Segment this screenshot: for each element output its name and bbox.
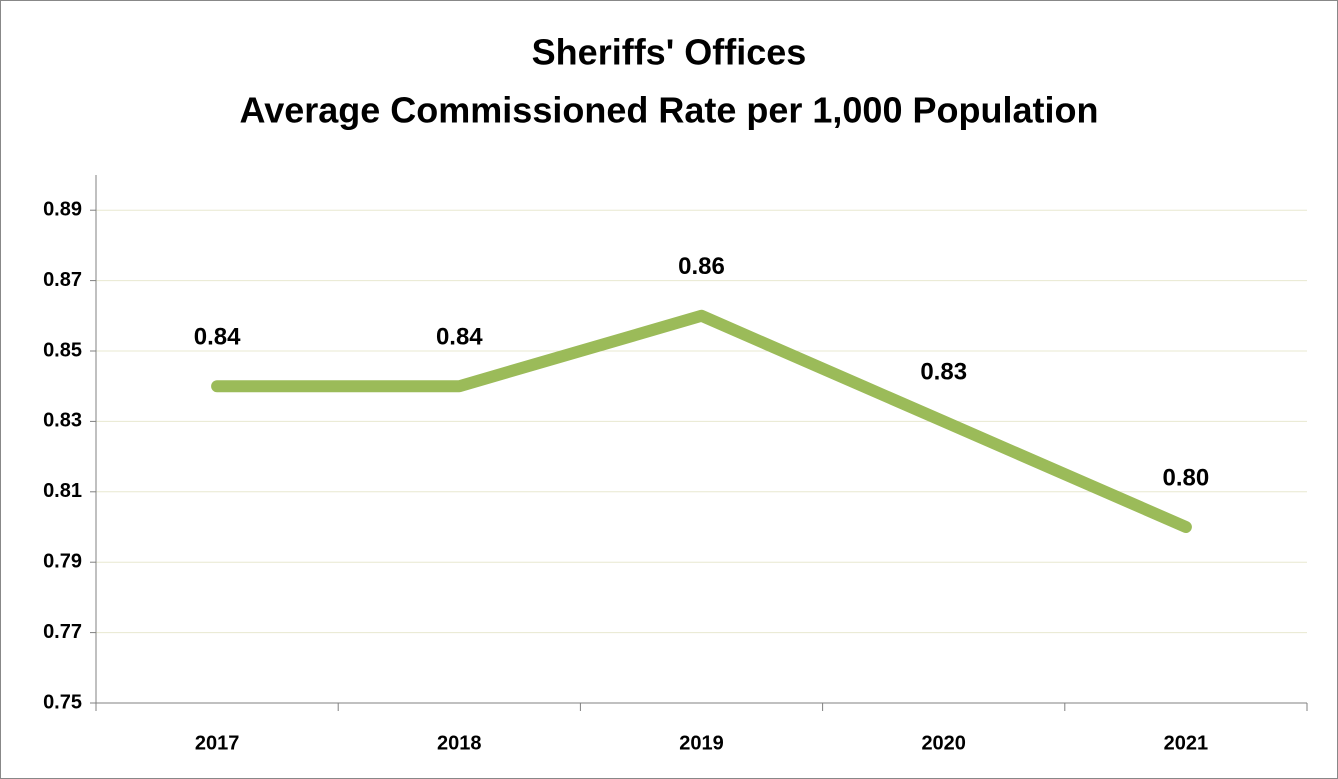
chart-subtitle: Average Commissioned Rate per 1,000 Popu… [240, 90, 1099, 131]
chart-title: Sheriffs' Offices [532, 32, 807, 73]
x-tick-label: 2019 [679, 732, 724, 754]
x-tick-label: 2017 [195, 732, 240, 754]
y-tick-label: 0.85 [43, 339, 82, 361]
y-tick-label: 0.83 [43, 410, 82, 432]
y-tick-label: 0.77 [43, 621, 82, 643]
data-label: 0.86 [678, 253, 725, 280]
x-tick-label: 2018 [437, 732, 482, 754]
x-tick-label: 2021 [1164, 732, 1209, 754]
y-tick-label: 0.79 [43, 550, 82, 572]
y-tick-label: 0.87 [43, 269, 82, 291]
data-label: 0.84 [436, 324, 483, 351]
data-label: 0.84 [194, 324, 241, 351]
y-tick-label: 0.89 [43, 198, 82, 220]
data-label: 0.80 [1163, 464, 1210, 491]
x-tick-label: 2020 [921, 732, 966, 754]
data-label: 0.83 [920, 359, 967, 386]
data-line [211, 309, 1192, 533]
y-tick-label: 0.81 [43, 480, 82, 502]
y-tick-label: 0.75 [43, 691, 82, 713]
